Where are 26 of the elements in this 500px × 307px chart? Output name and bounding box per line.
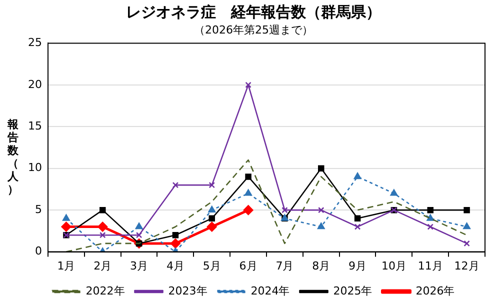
- legend-label: 2025年: [333, 284, 372, 298]
- x-tick-label: 2月: [94, 259, 112, 272]
- x-tick-label: 3月: [130, 259, 148, 272]
- legend-label: 2022年: [86, 284, 125, 298]
- y-tick-label: 5: [34, 202, 42, 216]
- y-tick-label: 20: [28, 78, 42, 91]
- chart-subtitle: （2026年第25週まで）: [194, 23, 313, 36]
- legend-label: 2024年: [250, 284, 290, 298]
- x-tick-label: 9月: [348, 259, 367, 272]
- y-axis-title: 報告数（人）: [6, 118, 20, 196]
- x-tick-label: 7月: [276, 259, 294, 272]
- y-tick-label: 10: [28, 161, 42, 174]
- x-tick-label: 12月: [454, 259, 480, 272]
- x-tick-label: 11月: [418, 259, 443, 272]
- legend-label: 2023年: [168, 284, 208, 298]
- y-tick-label: 0: [34, 244, 42, 258]
- legend-label: 2026年: [416, 284, 455, 298]
- x-tick-label: 1月: [57, 259, 76, 272]
- y-tick-label: 15: [28, 120, 42, 132]
- x-tick-label: 8月: [312, 259, 330, 272]
- x-tick-label: 10月: [381, 259, 406, 272]
- y-tick-label: 25: [28, 36, 42, 50]
- chart-title: レジオネラ症 経年報告数（群馬県）: [126, 2, 381, 21]
- x-tick-label: 5月: [202, 259, 221, 272]
- x-tick-label: 6月: [239, 259, 258, 272]
- x-tick-label: 4月: [166, 259, 184, 272]
